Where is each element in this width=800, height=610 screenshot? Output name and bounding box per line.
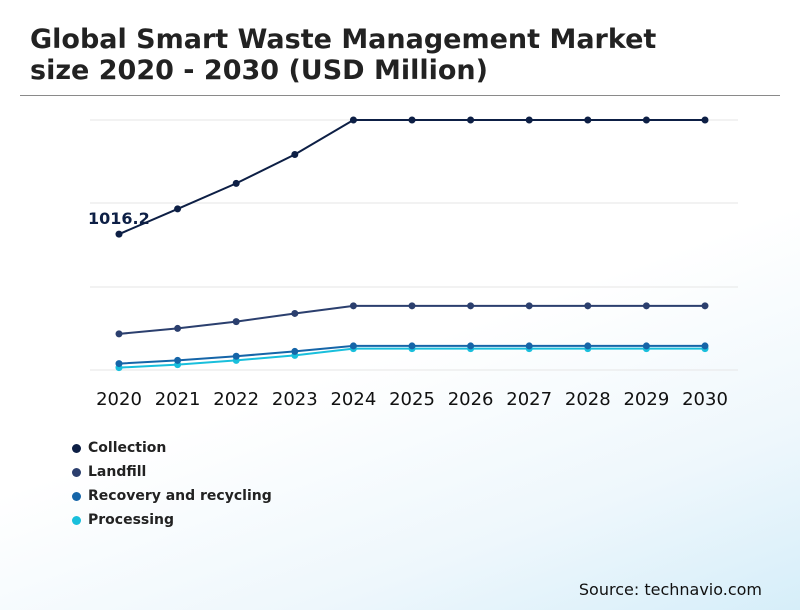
x-tick-label-2022: 2022 bbox=[213, 389, 259, 410]
point-collection-2025 bbox=[408, 116, 416, 124]
point-landfill-2022 bbox=[232, 318, 240, 326]
data-label-0: 1016.2 bbox=[88, 209, 150, 228]
point-collection-2024 bbox=[349, 116, 357, 124]
x-tick-label-2021: 2021 bbox=[155, 389, 201, 410]
x-tick-label-2024: 2024 bbox=[330, 389, 376, 410]
point-landfill-2026 bbox=[467, 302, 475, 310]
point-recovery-2025 bbox=[408, 342, 416, 350]
series-line-collection bbox=[118, 119, 705, 236]
x-tick-label-2030: 2030 bbox=[682, 389, 728, 410]
point-landfill-2030 bbox=[701, 302, 709, 310]
point-collection-2029 bbox=[642, 116, 650, 124]
legend-item-recovery: Recovery and recycling bbox=[72, 484, 272, 508]
series-line-landfill bbox=[118, 304, 705, 335]
chart-title-line-2: size 2020 - 2030 (USD Million) bbox=[30, 55, 488, 86]
legend-label-recovery: Recovery and recycling bbox=[88, 488, 272, 504]
point-collection-2022 bbox=[232, 179, 240, 187]
point-recovery-2022 bbox=[232, 352, 240, 360]
point-recovery-2030 bbox=[701, 342, 709, 350]
legend-marker-processing bbox=[72, 515, 81, 525]
chart-title-line-1: Global Smart Waste Management Market bbox=[30, 24, 657, 55]
legend-label-collection: Collection bbox=[88, 440, 167, 456]
x-tick-label-2025: 2025 bbox=[389, 389, 435, 410]
point-recovery-2024 bbox=[349, 342, 357, 350]
x-tick-label-2023: 2023 bbox=[272, 389, 318, 410]
chart-legend: Collection Landfill Recovery and recycli… bbox=[72, 436, 272, 532]
point-recovery-2028 bbox=[584, 342, 592, 350]
legend-item-processing: Processing bbox=[72, 508, 272, 532]
point-landfill-2024 bbox=[349, 302, 357, 310]
point-collection-2026 bbox=[467, 116, 475, 124]
chart-title: Global Smart Waste Management Market siz… bbox=[30, 24, 656, 86]
point-collection-2028 bbox=[584, 116, 592, 124]
x-tick-label-2020: 2020 bbox=[96, 389, 142, 410]
point-collection-2030 bbox=[701, 116, 709, 124]
point-landfill-2025 bbox=[408, 302, 416, 310]
legend-item-landfill: Landfill bbox=[72, 460, 272, 484]
legend-label-landfill: Landfill bbox=[88, 464, 147, 480]
point-collection-2021 bbox=[174, 205, 182, 213]
legend-item-collection: Collection bbox=[72, 436, 272, 460]
point-landfill-2020 bbox=[115, 330, 123, 338]
title-divider bbox=[20, 95, 780, 96]
point-recovery-2029 bbox=[642, 342, 650, 350]
point-collection-2027 bbox=[525, 116, 533, 124]
legend-marker-collection bbox=[72, 443, 81, 453]
legend-marker-recovery bbox=[72, 491, 81, 501]
x-tick-label-2029: 2029 bbox=[623, 389, 669, 410]
x-tick-label-2028: 2028 bbox=[565, 389, 611, 410]
point-landfill-2027 bbox=[525, 302, 533, 310]
point-recovery-2021 bbox=[174, 356, 182, 364]
x-tick-label-2027: 2027 bbox=[506, 389, 552, 410]
point-recovery-2023 bbox=[291, 347, 299, 355]
point-recovery-2027 bbox=[525, 342, 533, 350]
point-recovery-2026 bbox=[467, 342, 475, 350]
source-credit: Source: technavio.com bbox=[578, 580, 762, 599]
point-landfill-2023 bbox=[291, 309, 299, 317]
point-landfill-2028 bbox=[584, 302, 592, 310]
point-landfill-2029 bbox=[642, 302, 650, 310]
point-collection-2023 bbox=[291, 150, 299, 158]
x-tick-label-2026: 2026 bbox=[448, 389, 494, 410]
legend-marker-landfill bbox=[72, 467, 81, 477]
point-collection-2020 bbox=[115, 230, 123, 238]
point-landfill-2021 bbox=[174, 324, 182, 332]
legend-label-processing: Processing bbox=[88, 512, 175, 528]
point-recovery-2020 bbox=[115, 360, 123, 368]
